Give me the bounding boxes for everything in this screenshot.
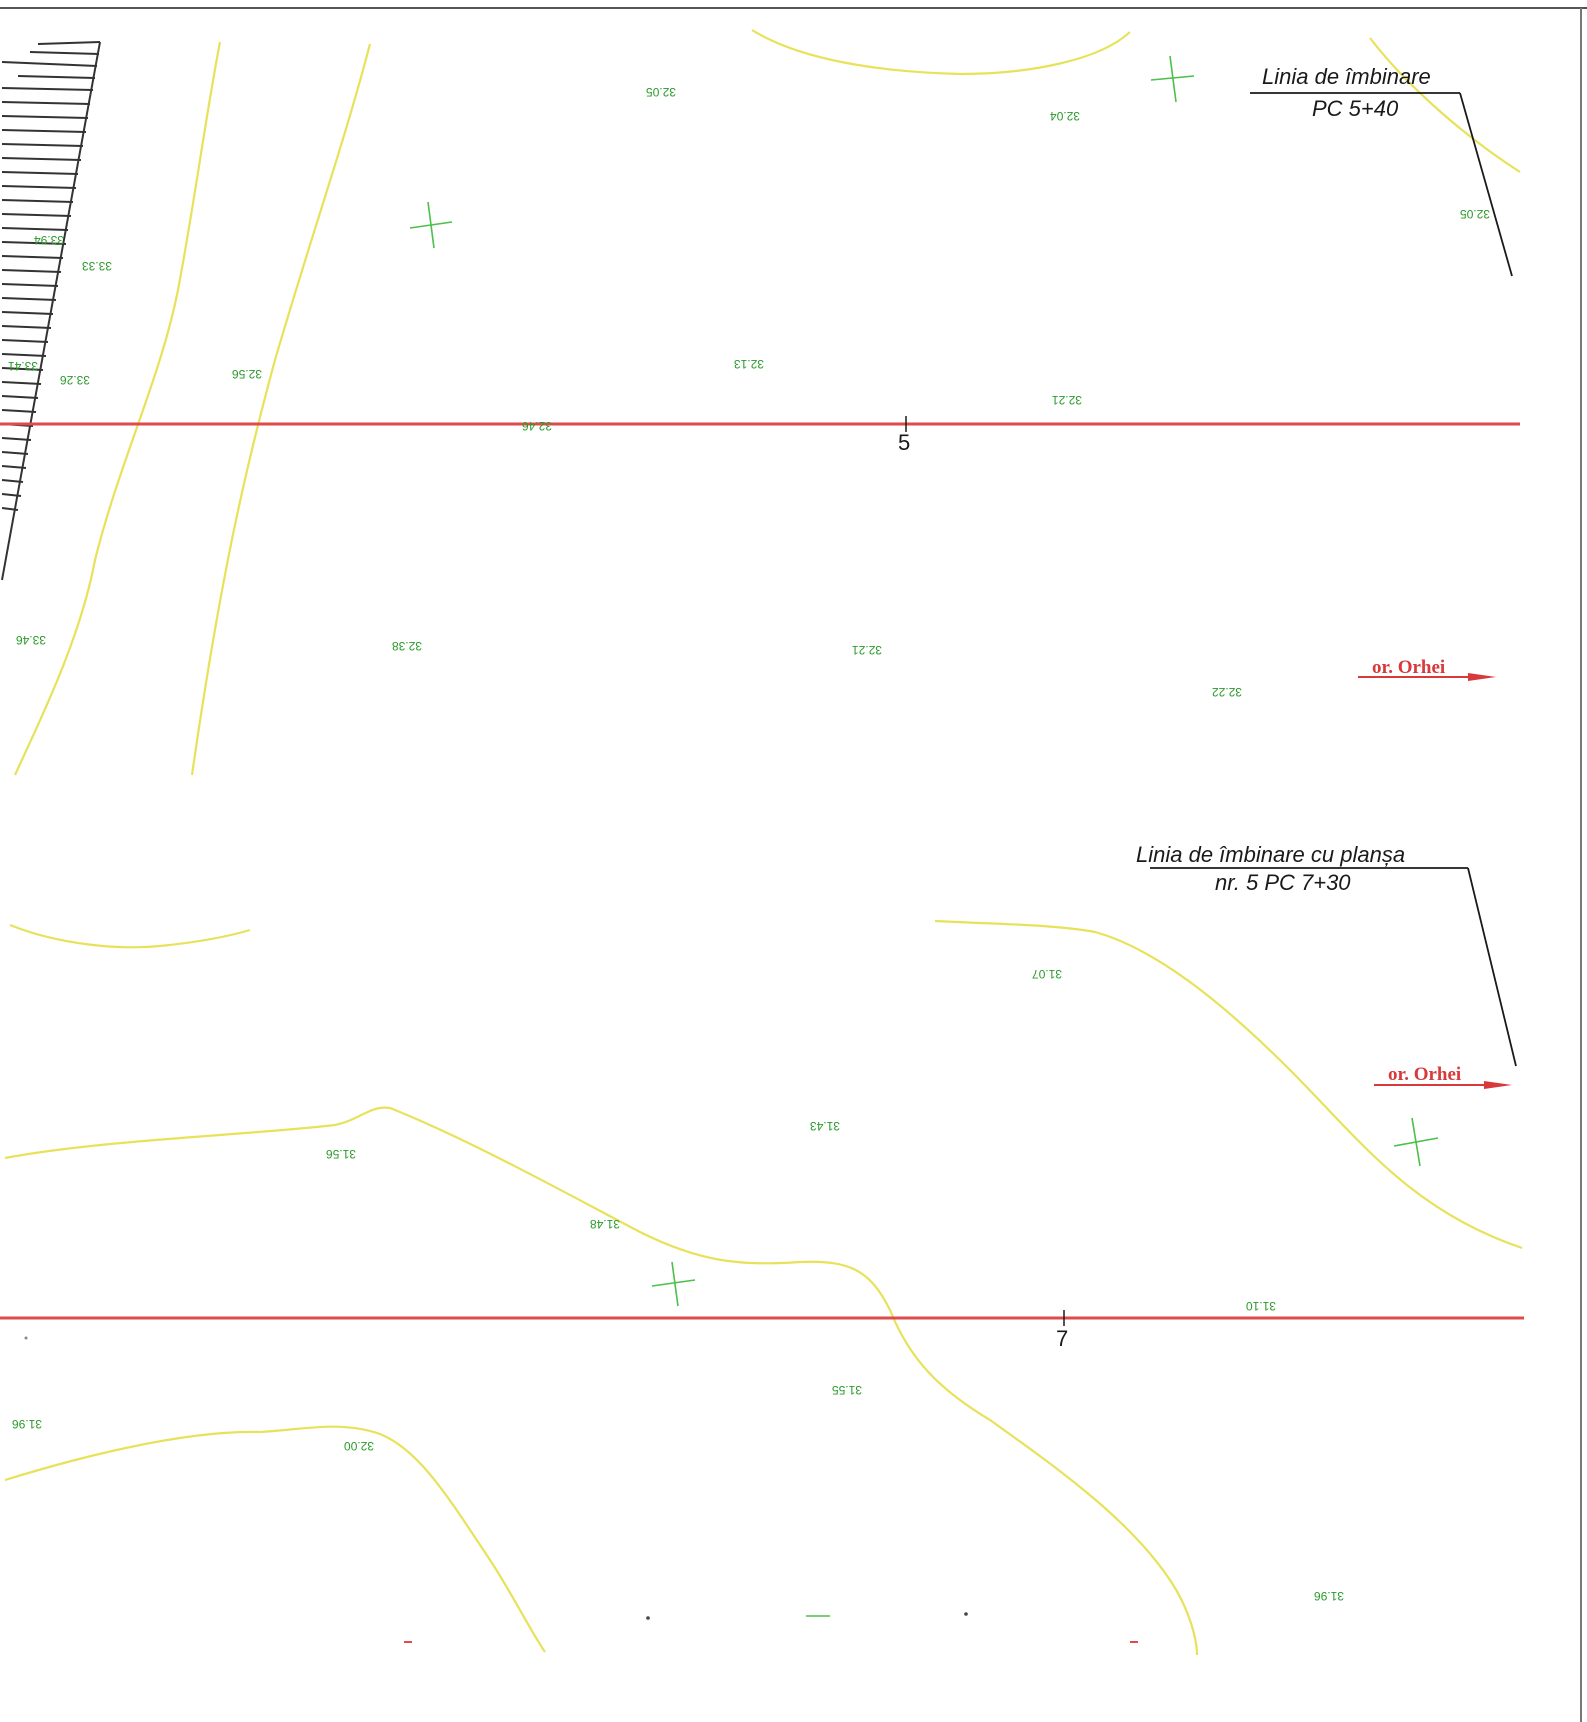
spot-height: 32.21: [1052, 393, 1082, 407]
spot-height: 32.21: [852, 643, 882, 657]
road-axis-lines: [0, 422, 1524, 1320]
svg-text:31.96: 31.96: [1314, 1589, 1344, 1603]
contour-line: [4, 1106, 1199, 1656]
match-line-station: PC 5+40: [1312, 96, 1399, 121]
station-label: 5: [898, 430, 910, 455]
spot-height: 33.94: [34, 233, 64, 247]
svg-text:32.04: 32.04: [1050, 109, 1080, 123]
grid-crosshairs: [409, 55, 1439, 1307]
svg-text:31.43: 31.43: [810, 1119, 840, 1133]
match-line-station: nr. 5 PC 7+30: [1215, 870, 1351, 895]
grid-crosshair: [651, 1261, 696, 1307]
grid-crosshair: [1393, 1117, 1439, 1167]
embankment-hatch-symbol: [1, 41, 101, 581]
svg-text:32.38: 32.38: [392, 639, 422, 653]
direction-label: or. Orhei: [1374, 1064, 1512, 1089]
svg-text:31.96: 31.96: [12, 1417, 42, 1431]
svg-text:31.07: 31.07: [1032, 967, 1062, 981]
svg-text:32.05: 32.05: [646, 85, 676, 99]
contour-lines: [4, 29, 1523, 1656]
spot-height: 33.46: [16, 633, 46, 647]
direction-label-text: or. Orhei: [1388, 1064, 1461, 1085]
svg-text:31.56: 31.56: [326, 1147, 356, 1161]
spot-height: 31.48: [590, 1217, 620, 1231]
station-ticks: [905, 416, 1065, 1326]
spot-height: 32.00: [344, 1439, 374, 1453]
spot-height: 31.10: [1246, 1299, 1276, 1313]
svg-text:31.10: 31.10: [1246, 1299, 1276, 1313]
match-line-callout: Linia de îmbinare cu planșa nr. 5 PC 7+3…: [1136, 842, 1517, 1067]
svg-text:32.46: 32.46: [522, 419, 552, 433]
match-line-title: Linia de îmbinare: [1262, 64, 1431, 89]
spot-height: 31.07: [1032, 967, 1062, 981]
spot-height: 31.56: [326, 1147, 356, 1161]
spot-height: 32.04: [1050, 109, 1080, 123]
spot-height: 31.96: [1314, 1589, 1344, 1603]
svg-text:33.26: 33.26: [60, 373, 90, 387]
spot-height: 32.05: [1460, 207, 1490, 221]
svg-text:32.13: 32.13: [734, 357, 764, 371]
spot-height: 32.05: [646, 85, 676, 99]
svg-text:32.00: 32.00: [344, 1439, 374, 1453]
grid-crosshair: [409, 201, 453, 249]
svg-text:33.46: 33.46: [16, 633, 46, 647]
contour-line: [190, 43, 372, 776]
grid-crosshair: [1150, 55, 1195, 103]
direction-label-text: or. Orhei: [1372, 657, 1445, 678]
contour-line: [4, 1425, 546, 1653]
match-line-title: Linia de îmbinare cu planșa: [1136, 842, 1405, 867]
svg-text:32.21: 32.21: [852, 643, 882, 657]
contour-line: [13, 41, 222, 776]
spot-height: 31.55: [832, 1383, 862, 1397]
contour-line: [751, 29, 1131, 76]
svg-text:33.33: 33.33: [82, 259, 112, 273]
svg-text:32.22: 32.22: [1212, 685, 1242, 699]
spot-height: 32.56: [232, 367, 262, 381]
spot-heights: 32.05 32.04 32.05 33.33 33.94 33.26 32.5…: [8, 85, 1490, 1603]
svg-text:32.56: 32.56: [232, 367, 262, 381]
contour-line: [9, 923, 251, 949]
scatter-marks: [24, 1336, 1138, 1643]
svg-text:31.55: 31.55: [832, 1383, 862, 1397]
svg-text:31.48: 31.48: [590, 1217, 620, 1231]
spot-height: 31.43: [810, 1119, 840, 1133]
svg-text:32.05: 32.05: [1460, 207, 1490, 221]
svg-text:33.94: 33.94: [34, 233, 64, 247]
spot-height: 32.22: [1212, 685, 1242, 699]
spot-height: 33.41: [8, 359, 38, 373]
spot-height: 33.33: [82, 259, 112, 273]
contour-line: [934, 919, 1523, 1250]
station-label: 7: [1056, 1326, 1068, 1351]
spot-height: 31.96: [12, 1417, 42, 1431]
svg-text:32.21: 32.21: [1052, 393, 1082, 407]
spot-height: 32.13: [734, 357, 764, 371]
svg-text:33.41: 33.41: [8, 359, 38, 373]
spot-height: 33.26: [60, 373, 90, 387]
contour-line: [1369, 37, 1521, 173]
direction-label: or. Orhei: [1358, 657, 1496, 681]
spot-height: 32.38: [392, 639, 422, 653]
match-line-callout: Linia de îmbinare PC 5+40: [1250, 64, 1513, 277]
spot-height: 32.46: [522, 419, 552, 433]
